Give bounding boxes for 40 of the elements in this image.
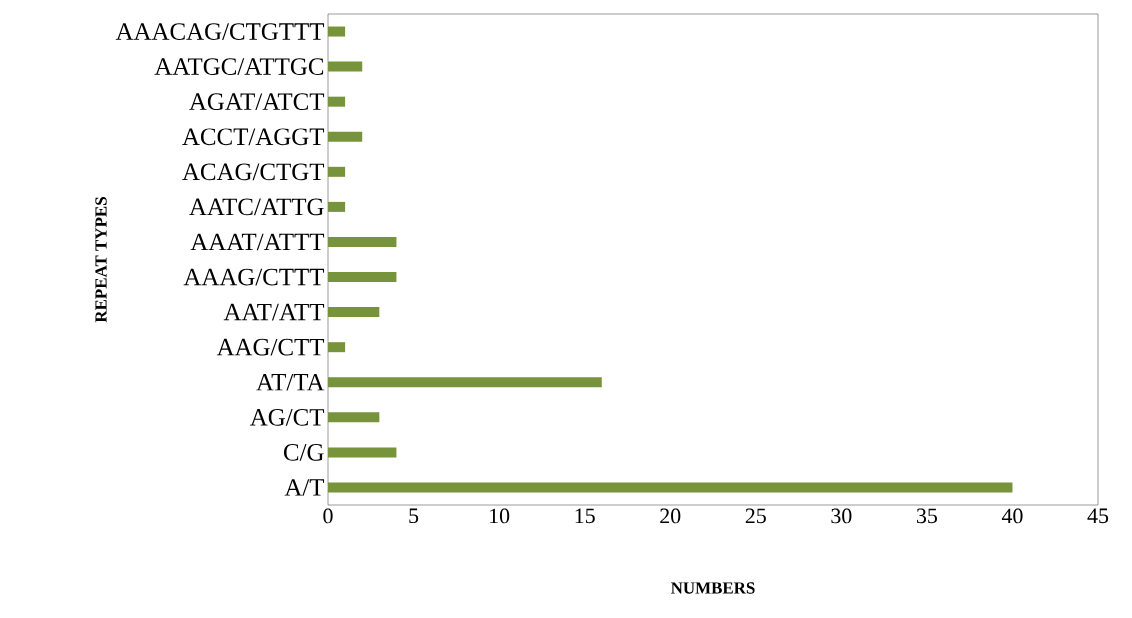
bar bbox=[328, 272, 397, 283]
x-axis-title: NUMBERS bbox=[670, 582, 755, 594]
bar bbox=[328, 236, 397, 247]
bar bbox=[328, 26, 346, 37]
bar bbox=[328, 377, 602, 388]
y-tick-label: AT/TA bbox=[256, 373, 325, 391]
bar bbox=[328, 61, 363, 72]
y-tick-label: AATGC/ATTGC bbox=[154, 58, 324, 75]
y-tick-label: AAACAG/CTGTTT bbox=[115, 23, 325, 40]
y-tick-label: AAAG/CTTT bbox=[183, 268, 325, 286]
x-tick-label: 30 bbox=[831, 508, 852, 524]
y-tick-label: AAT/ATT bbox=[223, 303, 325, 321]
x-tick-label: 20 bbox=[660, 508, 681, 524]
bar bbox=[328, 96, 346, 107]
x-tick-label: 45 bbox=[1087, 508, 1109, 524]
bar bbox=[328, 131, 363, 142]
x-tick-label: 35 bbox=[916, 508, 937, 524]
bar bbox=[328, 307, 380, 318]
y-tick-label: ACAG/CTGT bbox=[182, 163, 325, 181]
x-tick-label: 5 bbox=[409, 508, 419, 524]
x-tick-label: 0 bbox=[323, 508, 333, 524]
y-tick-label: ACCT/AGGT bbox=[182, 128, 325, 146]
y-tick-label: AAAT/ATTT bbox=[190, 233, 325, 251]
y-tick-label: AATC/ATTG bbox=[189, 198, 324, 216]
y-tick-label: AGAT/ATCT bbox=[189, 93, 325, 111]
y-tick-label: C/G bbox=[283, 444, 324, 461]
bar bbox=[328, 447, 397, 458]
x-tick-label: 40 bbox=[1001, 508, 1023, 524]
bar bbox=[328, 342, 346, 353]
y-axis-title: REPEAT TYPES bbox=[95, 197, 107, 323]
bar bbox=[328, 201, 346, 212]
y-tick-label: AG/CT bbox=[250, 408, 325, 426]
x-tick-label: 15 bbox=[575, 508, 595, 524]
bar bbox=[328, 412, 380, 423]
bar bbox=[328, 482, 1013, 493]
x-tick-label: 10 bbox=[490, 508, 510, 524]
bar bbox=[328, 166, 346, 177]
y-tick-label: A/T bbox=[284, 479, 325, 496]
x-tick-label: 25 bbox=[745, 508, 766, 524]
y-tick-label: AAG/CTT bbox=[216, 338, 325, 356]
